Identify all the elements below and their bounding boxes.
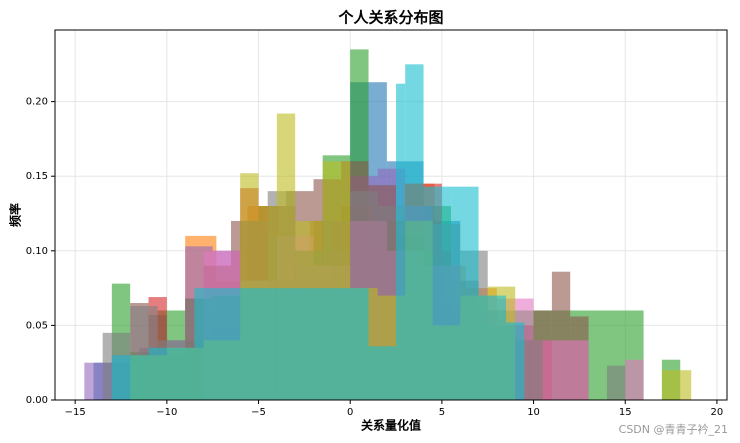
x-tick-label: 10: [527, 407, 540, 418]
x-tick-label: 20: [711, 407, 724, 418]
watermark: CSDN @青青子衿_21: [619, 422, 728, 436]
x-axis-label: 关系量化值: [361, 418, 421, 433]
plot-frame: [54, 29, 728, 401]
histogram-bar: [606, 365, 626, 400]
histogram-bar: [506, 322, 525, 400]
x-tick-label: −5: [251, 407, 266, 418]
histogram-bar: [331, 288, 369, 400]
histogram-bar: [368, 346, 397, 400]
y-tick-label: 0.15: [26, 171, 48, 182]
x-tick-label: 15: [619, 407, 632, 418]
histogram-bar: [396, 83, 406, 400]
x-tick-label: −15: [65, 407, 86, 418]
histogram-bar: [478, 295, 507, 400]
histogram-bar: [194, 288, 241, 400]
histogram-bar: [240, 288, 287, 400]
x-tick-label: 5: [439, 407, 445, 418]
chart-title: 个人关系分布图: [337, 9, 443, 27]
x-tick-label: −10: [156, 407, 177, 418]
histogram-bar: [625, 359, 644, 400]
histogram-bar: [286, 288, 332, 400]
y-tick-label: 0.05: [26, 320, 48, 331]
histogram-bar: [405, 64, 424, 400]
histogram-bar: [148, 347, 195, 400]
y-axis-label: 频率: [8, 203, 23, 227]
y-tick-label: 0.20: [26, 97, 48, 108]
y-tick-label: 0.10: [26, 246, 48, 257]
x-tick-label: 0: [347, 407, 353, 418]
histogram-bar: [111, 355, 149, 400]
histogram-bar: [661, 370, 692, 400]
histogram-bar: [451, 186, 479, 400]
y-tick-label: 0.00: [26, 395, 48, 406]
histogram-bar: [423, 186, 452, 400]
